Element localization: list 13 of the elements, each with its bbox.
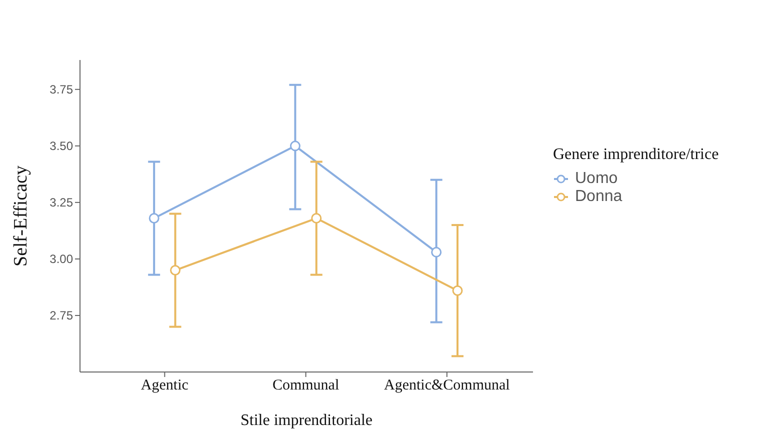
y-tick-label: 3.00 [50,252,74,266]
y-tick-label: 3.50 [50,139,74,154]
x-tick-label: Agentic&Communal [384,378,510,394]
legend-label: Uomo [575,170,618,188]
x-axis-title: Stile imprenditoriale [240,412,372,429]
legend-title: Genere imprenditore/trice [553,146,719,164]
y-tick-label: 3.75 [50,82,74,97]
x-tick-label: Communal [272,378,340,394]
y-tick-label: 2.75 [50,308,74,323]
y-tick-label: 3.25 [50,196,74,210]
legend-label: Donna [575,188,622,206]
y-axis-title: Self-Efficacy [10,165,32,266]
x-tick-label: Agentic [140,378,189,394]
